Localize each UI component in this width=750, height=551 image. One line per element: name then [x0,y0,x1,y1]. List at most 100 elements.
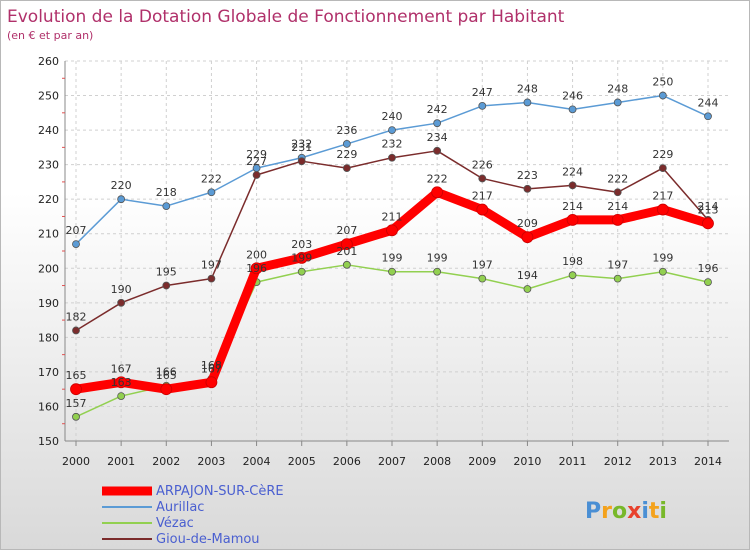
proxiti-logo: Proxiti [585,499,667,524]
data-label: 168 [201,359,222,372]
y-tick-label: 240 [38,124,59,137]
grid [65,60,729,442]
data-label: 213 [698,203,719,216]
data-point [388,153,396,162]
x-tick-label: 2013 [649,455,677,468]
data-label: 165 [66,369,87,382]
data-label: 195 [156,266,177,279]
logo-letter: i [641,499,649,524]
legend-label: Vézac [156,516,194,531]
data-point [72,240,80,248]
x-tick-label: 2014 [694,455,722,468]
y-tick-label: 170 [38,366,59,379]
data-label: 163 [111,376,132,389]
data-label: 201 [336,245,357,258]
data-label: 234 [427,131,448,144]
series-line [75,264,709,418]
data-label: 218 [156,186,177,199]
data-label: 199 [382,252,403,265]
data-point [72,326,80,335]
y-tick-label: 150 [38,435,59,448]
data-point [70,383,82,396]
data-point [521,231,534,244]
x-tick-label: 2006 [333,455,361,468]
data-label: 203 [291,238,312,251]
data-point [478,174,487,183]
data-point [478,274,487,283]
data-point [342,164,351,172]
x-tick-label: 2003 [197,455,225,468]
data-point [568,181,577,190]
data-point [297,157,306,166]
data-point [476,203,489,216]
y-tick-label: 200 [38,262,59,275]
data-label: 226 [472,158,493,171]
y-tick-label: 160 [38,400,59,413]
logo-letter: x [627,499,641,524]
data-point [117,195,126,204]
data-label: 214 [698,200,719,213]
legend-label: Aurillac [156,500,204,515]
data-label: 167 [111,362,132,375]
logo-letter: r [601,499,612,524]
x-tick-label: 2001 [107,455,135,468]
x-tick-label: 2004 [243,455,271,468]
y-tick-label: 220 [38,193,59,206]
data-label: 197 [607,259,628,272]
data-label: 194 [517,269,538,282]
data-point [611,214,624,226]
y-tick-label: 230 [38,159,59,172]
data-label: 229 [652,148,673,161]
data-label: 222 [427,172,448,185]
data-point [117,298,126,307]
data-label: 223 [517,169,538,182]
data-label: 227 [246,155,267,168]
data-point [568,105,577,114]
legend-label: Giou-de-Mamou [156,532,260,547]
data-point [523,98,532,107]
data-point [704,278,712,286]
data-point [115,376,128,389]
data-point [252,171,261,179]
data-label: 167 [201,362,222,375]
data-label: 209 [517,217,538,230]
data-point [250,262,263,275]
data-point [613,274,622,283]
chart-subtitle: (en € et par an) [7,29,93,42]
data-label: 207 [336,224,357,237]
data-label: 166 [156,366,177,379]
data-label: 196 [246,262,267,275]
x-tick-label: 2011 [559,455,587,468]
data-label: 240 [382,110,403,123]
data-label: 165 [156,369,177,382]
data-label: 217 [652,190,673,203]
data-point [433,267,442,276]
data-label: 247 [472,86,493,99]
data-point [160,383,173,396]
x-tick-label: 2005 [288,455,316,468]
data-point [658,164,667,172]
data-point [433,119,442,128]
data-label: 250 [652,76,673,89]
data-point [702,217,714,230]
axes: 150 160 170 180 190 200 210 220 230 240 250 260 2000… [38,55,729,468]
data-point [478,102,487,110]
data-point [386,224,398,237]
data-point [297,267,306,276]
data-point [613,188,622,197]
data-label: 220 [111,179,132,192]
data-point [523,184,532,193]
data-label: 197 [201,259,222,272]
data-label: 242 [427,103,448,116]
data-label: 214 [607,200,628,213]
x-tick-label: 2008 [423,455,451,468]
y-tick-label: 190 [38,297,59,310]
data-point [656,203,669,216]
y-tick-label: 210 [38,228,59,241]
x-tick-label: 2000 [62,455,90,468]
series-group [70,91,714,421]
data-label: 224 [562,165,583,178]
y-tick-label: 180 [38,331,59,344]
